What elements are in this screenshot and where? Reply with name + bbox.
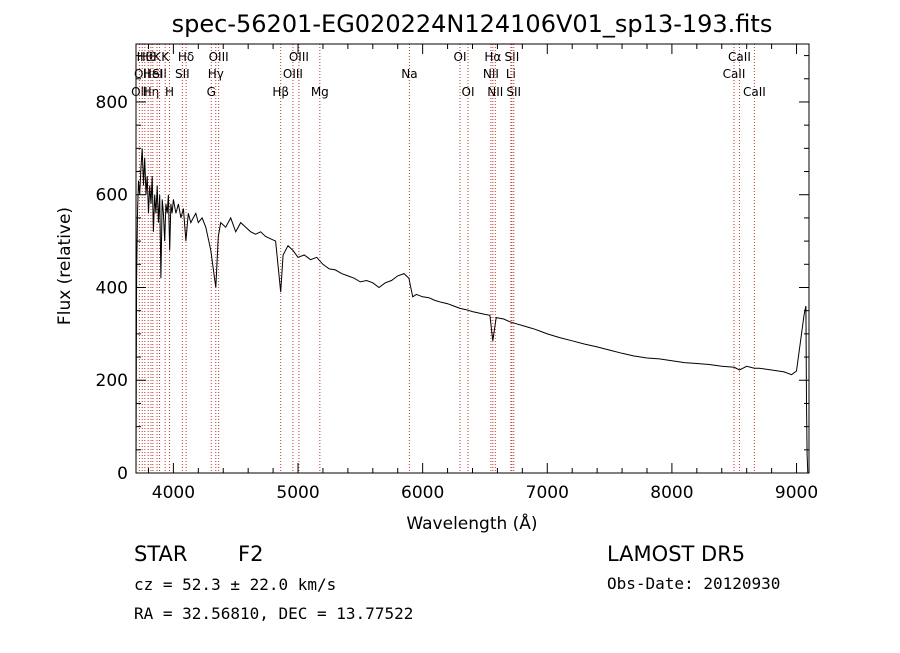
line-label: K <box>153 50 162 64</box>
line-label: SII <box>506 85 521 99</box>
x-tick-label: 6000 <box>401 483 444 503</box>
emission-lines-layer: OIIOIIHθHθHηHeIKSIIKHSIIHδGHγOIIIHβOIIIO… <box>131 44 766 473</box>
line-label: SII <box>175 67 190 81</box>
axis-ticks-layer: 4000 5000 6000 7000 8000 9000 0 200 400 600 800 <box>96 44 818 503</box>
line-label: OIII <box>283 67 303 81</box>
redshift-velocity: cz = 52.3 ± 22.0 km/s <box>134 575 336 594</box>
line-label: SII <box>505 50 520 64</box>
line-label: NII <box>487 85 503 99</box>
line-label: NII <box>483 67 499 81</box>
spectrum-line <box>135 148 809 474</box>
line-label: Hθ <box>140 50 156 64</box>
object-subclass: F2 <box>238 542 263 566</box>
observation-date: Obs-Date: 20120930 <box>607 574 780 593</box>
line-label: OI <box>454 50 467 64</box>
line-label: Na <box>401 67 417 81</box>
line-label: OIII <box>289 50 309 64</box>
line-label: OIII <box>209 50 229 64</box>
line-label: K <box>161 50 170 64</box>
line-label: Hα <box>484 50 501 64</box>
y-tick-label: 200 <box>96 371 128 391</box>
y-tick-label: 800 <box>96 93 128 113</box>
x-tick-label: 5000 <box>276 483 319 503</box>
line-label: OII <box>134 67 151 81</box>
line-label: H <box>165 85 174 99</box>
line-label: OII <box>131 85 148 99</box>
line-label: CaII <box>743 85 766 99</box>
line-label: Hδ <box>178 50 194 64</box>
x-tick-label: 4000 <box>152 483 195 503</box>
line-label: Li <box>506 67 516 81</box>
y-tick-label: 600 <box>96 186 128 206</box>
line-label: Hβ <box>272 85 289 99</box>
y-tick-label: 400 <box>96 278 128 298</box>
x-tick-label: 7000 <box>526 483 569 503</box>
line-label: Hθ <box>137 50 153 64</box>
line-label: Hγ <box>208 67 224 81</box>
x-axis-label: Wavelength (Å) <box>406 512 537 534</box>
line-label: HeI <box>143 67 163 81</box>
line-label: Hη <box>143 85 160 99</box>
y-axis-label: Flux (relative) <box>55 207 75 325</box>
x-tick-label: 8000 <box>650 483 693 503</box>
plot-frame <box>135 43 810 474</box>
object-class: STAR <box>134 542 187 566</box>
line-label: CaII <box>728 50 751 64</box>
line-label: Mg <box>311 85 329 99</box>
x-tick-label: 9000 <box>775 483 818 503</box>
line-label: CaII <box>723 67 746 81</box>
y-tick-label: 0 <box>117 464 128 484</box>
line-label: G <box>207 85 216 99</box>
line-label: SII <box>152 67 167 81</box>
line-label: OI <box>462 85 475 99</box>
coordinates: RA = 32.56810, DEC = 13.77522 <box>134 604 413 623</box>
chart-title: spec-56201-EG020224N124106V01_sp13-193.f… <box>172 10 773 38</box>
survey-name: LAMOST DR5 <box>607 542 745 566</box>
